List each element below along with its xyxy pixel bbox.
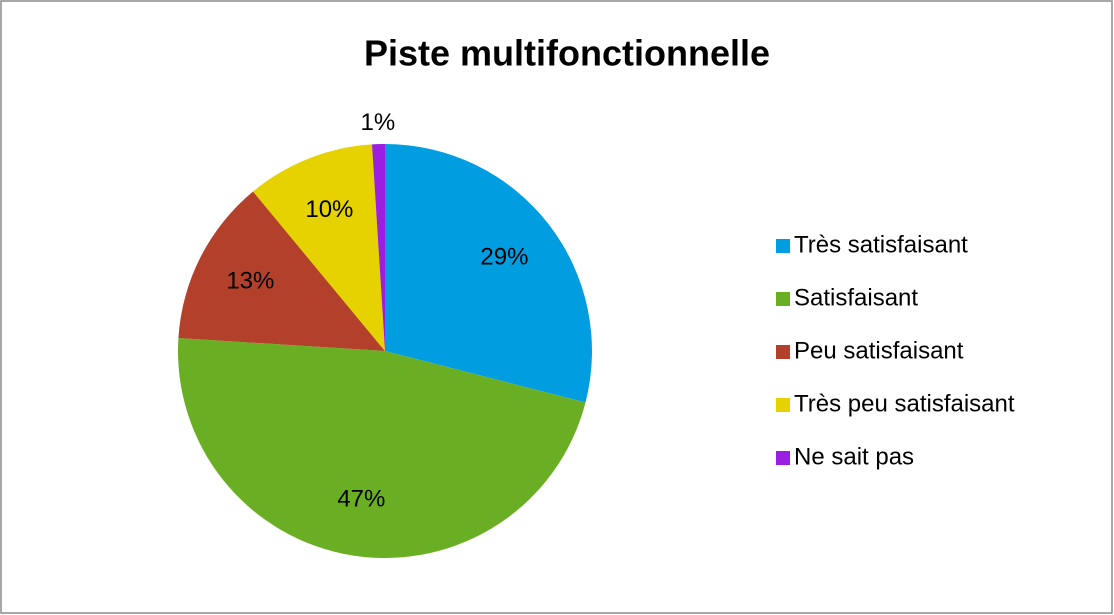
data-label: 10% bbox=[305, 196, 353, 223]
pie-slice bbox=[253, 144, 385, 351]
chart-title: Piste multifonctionnelle bbox=[364, 33, 770, 74]
legend-label: Satisfaisant bbox=[794, 284, 918, 311]
pie-slice bbox=[372, 144, 385, 351]
pie-slice bbox=[177, 338, 586, 558]
legend-swatch bbox=[776, 239, 790, 253]
data-label: 1% bbox=[361, 109, 396, 136]
legend-label: Très satisfaisant bbox=[794, 231, 968, 258]
legend-label: Très peu satisfaisant bbox=[794, 390, 1015, 417]
pie-slice bbox=[385, 144, 592, 403]
pie-slice bbox=[178, 191, 385, 351]
legend-swatch bbox=[776, 398, 790, 412]
legend-swatch bbox=[776, 345, 790, 359]
legend-swatch bbox=[776, 451, 790, 465]
legend-label: Ne sait pas bbox=[794, 443, 914, 470]
legend-label: Peu satisfaisant bbox=[794, 337, 964, 364]
legend-swatch bbox=[776, 292, 790, 306]
data-label: 13% bbox=[226, 268, 274, 295]
data-label: 47% bbox=[337, 486, 385, 513]
data-label: 29% bbox=[480, 244, 528, 271]
